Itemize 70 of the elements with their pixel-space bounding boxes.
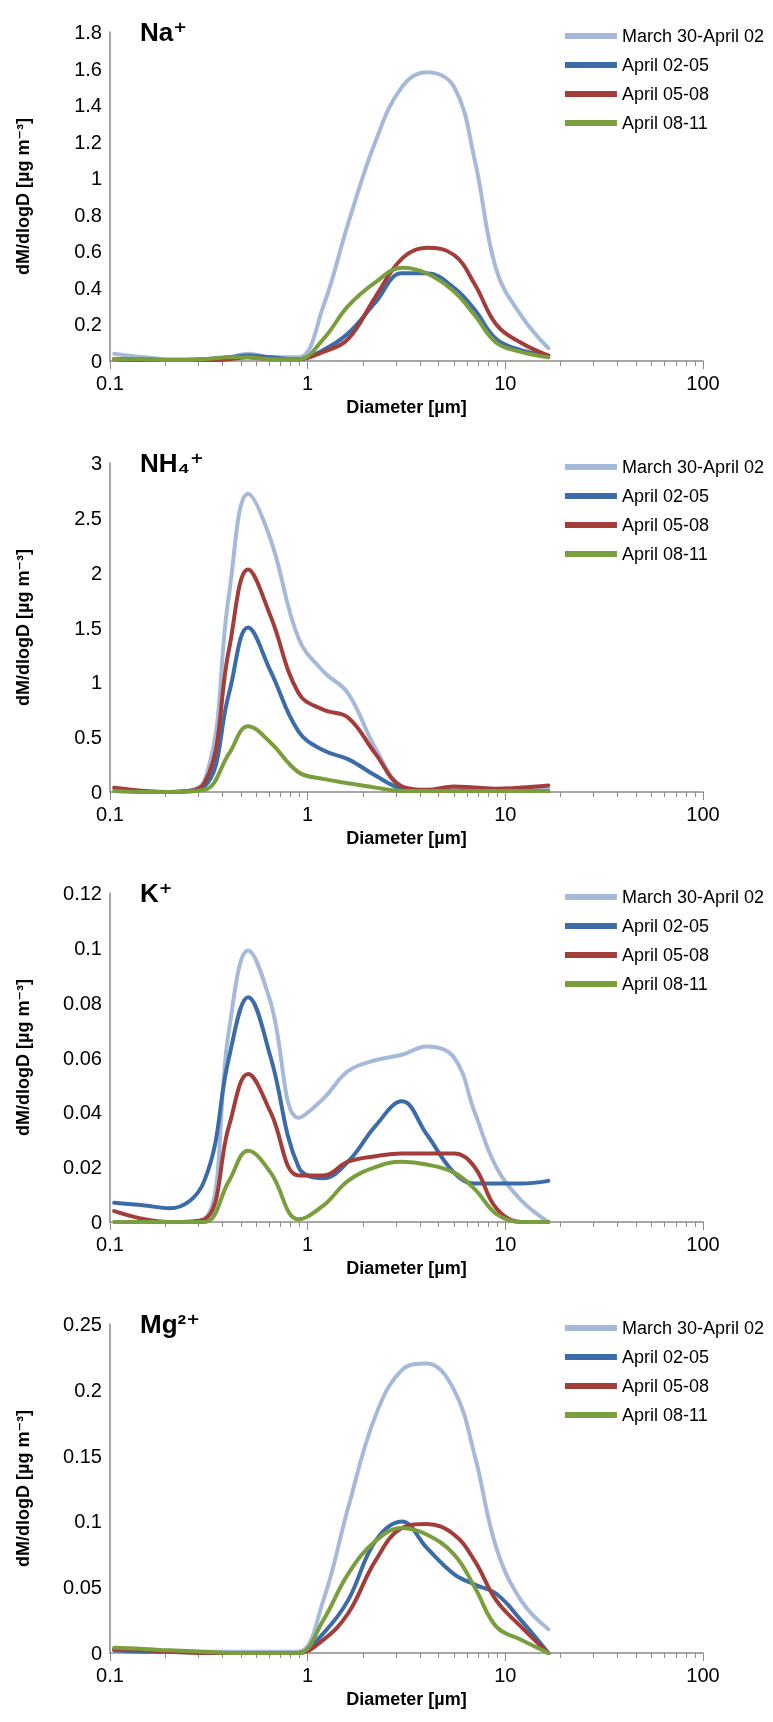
x-tick-label: 100 (686, 1663, 720, 1686)
legend-label: April 02-05 (621, 1346, 709, 1367)
y-tick-label: 1.6 (74, 57, 102, 80)
legend-label: March 30-April 02 (621, 887, 764, 907)
y-tick-label: 0 (90, 1641, 102, 1664)
x-tick-label: 1 (302, 802, 314, 825)
legend-label: April 05-08 (621, 1375, 709, 1396)
y-tick-label: 0.8 (74, 203, 102, 226)
legend-label: April 08-11 (621, 543, 708, 564)
legend-label: March 30-April 02 (621, 1317, 764, 1338)
x-axis-title: Diameter [µm] (346, 827, 467, 848)
y-tick-label: 0.05 (63, 1575, 102, 1598)
x-tick-label: 10 (494, 1233, 517, 1255)
y-tick-label: 0.15 (63, 1444, 102, 1467)
y-tick-label: 1 (90, 670, 102, 693)
y-tick-label: 0.2 (74, 1378, 102, 1401)
y-tick-label: 1 (90, 167, 102, 190)
legend-label: March 30-April 02 (621, 26, 764, 46)
chart-title: NH₄⁺ (140, 447, 204, 478)
y-tick-label: 0 (90, 350, 102, 372)
y-tick-label: 1.2 (74, 130, 102, 153)
y-axis-title: dM/dlogD [µg m⁻³] (13, 979, 33, 1136)
y-tick-label: 0 (90, 1211, 102, 1233)
y-axis-title: dM/dlogD [µg m⁻³] (13, 548, 33, 706)
chart-title: K⁺ (140, 878, 173, 908)
y-tick-label: 1.8 (74, 21, 102, 43)
x-tick-label: 100 (686, 1233, 720, 1255)
y-tick-label: 0.04 (63, 1101, 102, 1124)
y-tick-label: 0.1 (74, 1509, 102, 1532)
y-tick-label: 1.5 (74, 616, 102, 638)
y-tick-label: 0.06 (63, 1046, 102, 1069)
chart-title: Mg²⁺ (140, 1308, 200, 1339)
y-tick-label: 2.5 (74, 506, 102, 529)
x-tick-label: 1 (302, 1663, 314, 1686)
legend-label: April 08-11 (621, 113, 708, 133)
legend-label: April 02-05 (621, 916, 709, 936)
x-tick-label: 100 (686, 802, 720, 825)
legend-label: April 08-11 (621, 974, 708, 994)
y-axis-title: dM/dlogD [µg m⁻³] (13, 1409, 33, 1567)
legend-label: April 02-05 (621, 485, 709, 506)
y-tick-label: 2 (90, 561, 102, 584)
legend-label: April 08-11 (621, 1404, 708, 1425)
legend-label: April 02-05 (621, 55, 709, 75)
x-tick-label: 100 (686, 372, 720, 394)
x-tick-label: 1 (302, 372, 314, 394)
y-tick-label: 1.4 (74, 94, 102, 117)
x-tick-label: 10 (494, 802, 517, 825)
legend-label: March 30-April 02 (621, 456, 764, 477)
y-tick-label: 0.5 (74, 725, 102, 748)
chart-title: Na⁺ (140, 17, 187, 47)
x-axis-title: Diameter [µm] (346, 1688, 467, 1709)
y-tick-label: 0.12 (63, 882, 102, 904)
y-tick-label: 0.02 (63, 1156, 102, 1179)
y-tick-label: 0.4 (74, 276, 102, 299)
y-tick-label: 0.25 (63, 1312, 102, 1335)
x-tick-label: 1 (302, 1233, 314, 1255)
legend-label: April 05-08 (621, 84, 709, 104)
y-tick-label: 0.08 (63, 991, 102, 1014)
y-tick-label: 0.2 (74, 313, 102, 336)
x-tick-label: 10 (494, 372, 517, 394)
y-tick-label: 3 (90, 451, 102, 474)
y-axis-title: dM/dlogD [µg m⁻³] (13, 118, 33, 275)
x-axis-title: Diameter [µm] (346, 396, 467, 417)
y-tick-label: 0.6 (74, 240, 102, 263)
x-tick-label: 10 (494, 1663, 517, 1686)
x-axis-title: Diameter [µm] (346, 1257, 467, 1278)
legend-label: April 05-08 (621, 514, 709, 535)
y-tick-label: 0.1 (74, 936, 102, 959)
y-tick-label: 0 (90, 780, 102, 803)
legend-label: April 05-08 (621, 945, 709, 965)
